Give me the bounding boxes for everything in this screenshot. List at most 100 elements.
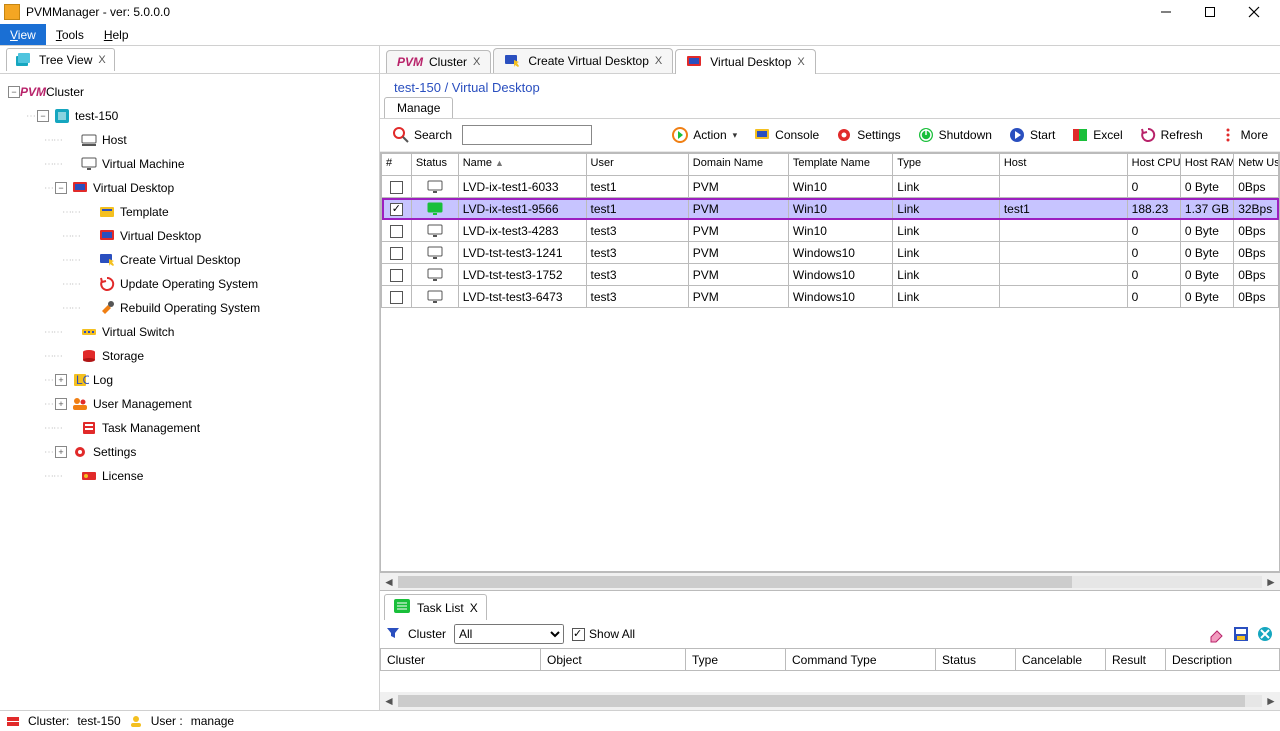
col-template[interactable]: Template Name xyxy=(788,154,892,176)
col-cpu[interactable]: Host CPU Usage xyxy=(1127,154,1180,176)
tree-template[interactable]: ⋯⋯Template xyxy=(4,200,375,224)
subtab-manage[interactable]: Manage xyxy=(384,97,453,118)
col-net[interactable]: Netw Usag xyxy=(1234,154,1279,176)
tab-virtual-desktop[interactable]: Virtual Desktop X xyxy=(675,49,816,74)
scroll-left[interactable]: ◄ xyxy=(380,694,398,708)
tree-usermgmt[interactable]: ⋯+User Management xyxy=(4,392,375,416)
tl-col-type[interactable]: Type xyxy=(686,649,786,671)
filter-select[interactable]: All xyxy=(454,624,564,644)
eraser-icon[interactable] xyxy=(1208,625,1226,643)
tasklist-hscroll[interactable]: ◄ ► xyxy=(380,692,1280,710)
menu-tools[interactable]: Tools xyxy=(46,24,94,45)
table-row[interactable]: LVD-tst-test3-1241test3PVMWindows10Link0… xyxy=(382,242,1279,264)
tree-rebuild-os[interactable]: ⋯⋯Rebuild Operating System xyxy=(4,296,375,320)
cell-template: Win10 xyxy=(788,198,892,220)
tl-col-status[interactable]: Status xyxy=(936,649,1016,671)
tree-update-os[interactable]: ⋯⋯Update Operating System xyxy=(4,272,375,296)
tree-vswitch[interactable]: ⋯⋯Virtual Switch xyxy=(4,320,375,344)
col-status[interactable]: Status xyxy=(411,154,458,176)
tasklist-close[interactable]: X xyxy=(470,601,478,615)
tree-host-root[interactable]: ⋯− test-150 xyxy=(4,104,375,128)
row-checkbox[interactable] xyxy=(390,225,403,238)
tl-col-desc[interactable]: Description xyxy=(1166,649,1280,671)
col-user[interactable]: User xyxy=(586,154,688,176)
row-checkbox[interactable] xyxy=(390,247,403,260)
scroll-right[interactable]: ► xyxy=(1262,575,1280,589)
tl-col-object[interactable]: Object xyxy=(541,649,686,671)
row-checkbox[interactable] xyxy=(390,291,403,304)
settings-button[interactable]: Settings xyxy=(829,123,906,147)
table-row[interactable]: LVD-tst-test3-1752test3PVMWindows10Link0… xyxy=(382,264,1279,286)
cell-cpu: 188.23 xyxy=(1127,198,1180,220)
refresh-button[interactable]: Refresh xyxy=(1133,123,1209,147)
tl-col-cmdtype[interactable]: Command Type xyxy=(786,649,936,671)
search-input[interactable] xyxy=(462,125,592,145)
action-button[interactable]: Action▾ xyxy=(665,123,743,147)
save-icon[interactable] xyxy=(1232,625,1250,643)
col-type[interactable]: Type xyxy=(893,154,1000,176)
vdesk-grid[interactable]: # Status Name▲ User Domain Name Template… xyxy=(380,152,1280,572)
tree-cluster[interactable]: − PVM Cluster xyxy=(4,80,375,104)
start-button[interactable]: Start xyxy=(1002,123,1061,147)
scroll-right[interactable]: ► xyxy=(1262,694,1280,708)
menu-help[interactable]: Help xyxy=(94,24,139,45)
close-button[interactable] xyxy=(1232,0,1276,24)
search-button[interactable]: Search xyxy=(386,123,458,147)
console-button[interactable]: Console xyxy=(747,123,825,147)
table-row[interactable]: LVD-ix-test3-4283test3PVMWin10Link00 Byt… xyxy=(382,220,1279,242)
tl-col-cancelable[interactable]: Cancelable xyxy=(1016,649,1106,671)
tl-col-cluster[interactable]: Cluster xyxy=(381,649,541,671)
grid-hscroll[interactable]: ◄ ► xyxy=(380,572,1280,590)
col-name[interactable]: Name▲ xyxy=(458,154,586,176)
cell-domain: PVM xyxy=(688,264,788,286)
tab-cluster[interactable]: PVM Cluster X xyxy=(386,50,491,73)
tree-body[interactable]: − PVM Cluster ⋯− test-150 ⋯⋯Host ⋯⋯Virtu… xyxy=(0,74,379,710)
status-icon xyxy=(426,180,444,194)
tab-close[interactable]: X xyxy=(473,56,480,68)
scroll-thumb[interactable] xyxy=(398,695,1245,707)
cell-template: Win10 xyxy=(788,176,892,198)
col-check[interactable]: # xyxy=(382,154,412,176)
tree-host[interactable]: ⋯⋯Host xyxy=(4,128,375,152)
tree-vm[interactable]: ⋯⋯Virtual Machine xyxy=(4,152,375,176)
tab-create-vd[interactable]: Create Virtual Desktop X xyxy=(493,48,673,73)
tree-vdesk-parent[interactable]: ⋯−Virtual Desktop xyxy=(4,176,375,200)
tree-tab[interactable]: Tree View X xyxy=(6,48,115,71)
tab-close[interactable]: X xyxy=(655,55,662,67)
excel-button[interactable]: Excel xyxy=(1065,123,1128,147)
more-button[interactable]: More xyxy=(1213,123,1274,147)
tree-create-vdesk[interactable]: ⋯⋯Create Virtual Desktop xyxy=(4,248,375,272)
table-row[interactable]: LVD-tst-test3-6473test3PVMWindows10Link0… xyxy=(382,286,1279,308)
tree-settings[interactable]: ⋯+Settings xyxy=(4,440,375,464)
table-row[interactable]: LVD-ix-test1-9566test1PVMWin10Linktest11… xyxy=(382,198,1279,220)
maximize-button[interactable] xyxy=(1188,0,1232,24)
table-row[interactable]: LVD-ix-test1-6033test1PVMWin10Link00 Byt… xyxy=(382,176,1279,198)
tl-col-result[interactable]: Result xyxy=(1106,649,1166,671)
cell-type: Link xyxy=(893,220,1000,242)
scroll-left[interactable]: ◄ xyxy=(380,575,398,589)
row-checkbox[interactable] xyxy=(390,181,403,194)
col-host[interactable]: Host xyxy=(999,154,1127,176)
tree-tab-close[interactable]: X xyxy=(98,54,105,66)
row-checkbox[interactable] xyxy=(390,269,403,282)
tree-vdesk[interactable]: ⋯⋯Virtual Desktop xyxy=(4,224,375,248)
col-domain[interactable]: Domain Name xyxy=(688,154,788,176)
cancel-icon[interactable] xyxy=(1256,625,1274,643)
col-ram[interactable]: Host RAM Usage xyxy=(1180,154,1233,176)
tab-close[interactable]: X xyxy=(797,56,804,68)
grid-header-row[interactable]: # Status Name▲ User Domain Name Template… xyxy=(382,154,1279,176)
shutdown-button[interactable]: Shutdown xyxy=(911,123,998,147)
tasklist-tab[interactable]: Task List X xyxy=(384,594,487,620)
tree-tab-label: Tree View xyxy=(39,53,92,67)
menu-view[interactable]: View xyxy=(0,24,46,45)
tree-taskmgmt[interactable]: ⋯⋯Task Management xyxy=(4,416,375,440)
tab-label: Cluster xyxy=(429,55,467,69)
row-checkbox[interactable] xyxy=(390,203,403,216)
minimize-button[interactable] xyxy=(1144,0,1188,24)
scroll-thumb[interactable] xyxy=(398,576,1072,588)
tasklist-grid[interactable]: Cluster Object Type Command Type Status … xyxy=(380,648,1280,671)
tree-license[interactable]: ⋯⋯License xyxy=(4,464,375,488)
show-all-checkbox[interactable]: Show All xyxy=(572,627,635,641)
tree-log[interactable]: ⋯+LOGLog xyxy=(4,368,375,392)
tree-storage[interactable]: ⋯⋯Storage xyxy=(4,344,375,368)
